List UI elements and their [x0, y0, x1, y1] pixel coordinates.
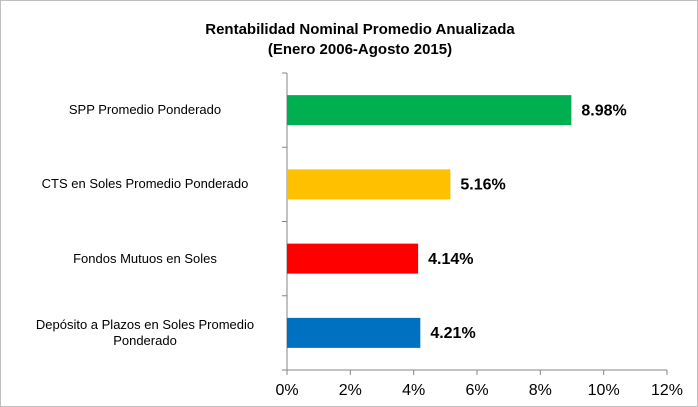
x-tick-label: 10% [588, 382, 620, 399]
data-label: 4.14% [428, 251, 473, 268]
data-label: 4.21% [430, 325, 475, 342]
y-tick-label: Depósito a Plazos en Soles Promedio Pond… [35, 316, 255, 348]
data-label: 8.98% [581, 102, 626, 119]
bar [287, 169, 451, 200]
x-tick-label: 8% [529, 382, 552, 399]
chart-subtitle: (Enero 2006-Agosto 2015) [268, 41, 452, 58]
x-tick-label: 4% [402, 382, 425, 399]
y-tick-label: SPP Promedio Ponderado [68, 102, 222, 118]
bar [287, 243, 419, 274]
x-tick-label: 6% [465, 382, 488, 399]
bar [287, 95, 572, 126]
y-tick-label: Fondos Mutuos en Soles [73, 250, 217, 266]
bar [287, 317, 421, 348]
chart-title: Rentabilidad Nominal Promedio Anualizada [205, 21, 515, 38]
x-tick-label: 0% [275, 382, 298, 399]
x-tick-label: 12% [651, 382, 683, 399]
data-label: 5.16% [460, 177, 505, 194]
y-tick-label: CTS en Soles Promedio Ponderado [41, 176, 249, 192]
x-tick-label: 2% [339, 382, 362, 399]
